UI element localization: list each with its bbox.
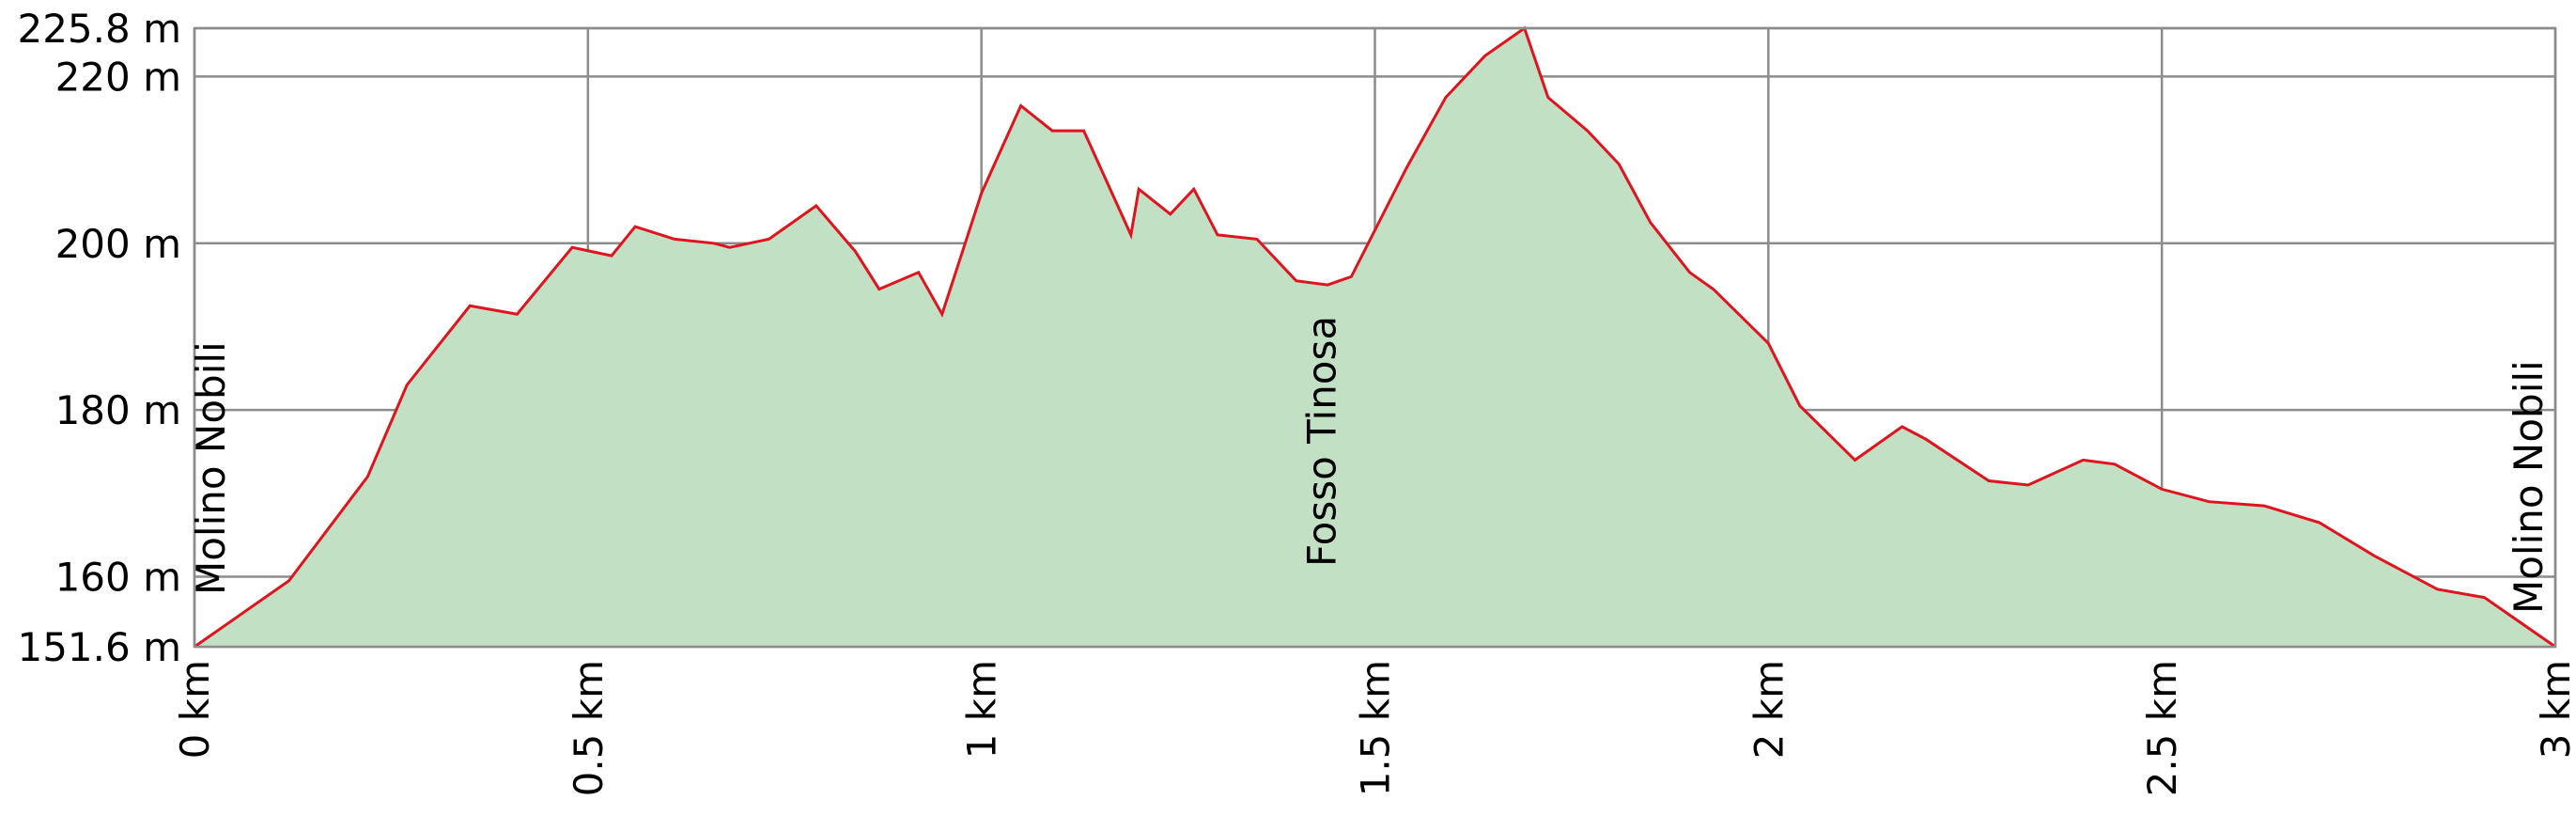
x-tick-label-0: 0 km	[172, 660, 218, 759]
elevation-profile-line	[194, 25, 2556, 649]
plot-frame	[193, 26, 2557, 649]
x-tick-label-5: 2.5 km	[2139, 660, 2185, 796]
x-tick-label-6: 3 km	[2533, 660, 2576, 759]
x-axis-tick-labels: 0 km 0.5 km 1 km 1.5 km 2 km 2.5 km 3 km	[172, 660, 2576, 796]
y-tick-label-1: 160 m	[55, 555, 181, 601]
place-annotations: Molino Nobili Fosso Tinosa Molino Nobili	[188, 316, 2552, 614]
x-tick-label-1: 0.5 km	[566, 660, 612, 796]
x-tick-label-2: 1 km	[959, 660, 1005, 759]
y-tick-label-0: 151.6 m	[17, 624, 181, 670]
y-tick-label-4: 220 m	[55, 54, 181, 100]
y-tick-label-3: 200 m	[55, 221, 181, 267]
x-tick-label-3: 1.5 km	[1353, 660, 1399, 796]
y-tick-label-5: 225.8 m	[17, 6, 181, 52]
x-tick-label-4: 2 km	[1746, 660, 1792, 759]
place-label-0: Molino Nobili	[188, 341, 234, 595]
place-label-2: Molino Nobili	[2506, 360, 2552, 614]
y-tick-label-2: 180 m	[55, 387, 181, 433]
place-label-1: Fosso Tinosa	[1299, 316, 1345, 567]
elevation-area-fill	[194, 28, 2555, 647]
